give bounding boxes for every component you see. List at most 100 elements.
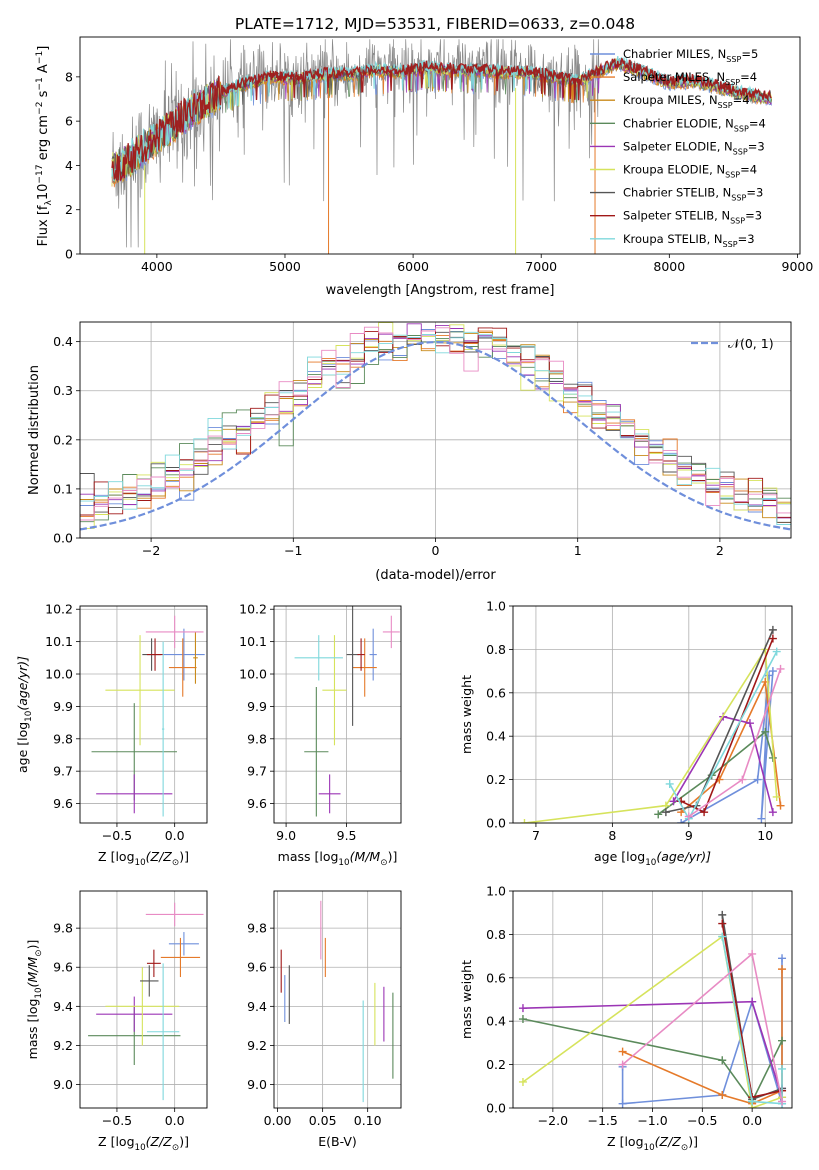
label-part: Kroupa STELIB, N xyxy=(623,232,723,246)
x-tick-label: −0.5 xyxy=(102,828,132,843)
weight-marker xyxy=(765,671,774,680)
y-tick-label: 0.4 xyxy=(486,1014,506,1029)
weight-marker xyxy=(776,801,785,810)
y-axis-label: age [log10(age/yr)] xyxy=(15,656,34,773)
label-part: =4 xyxy=(733,93,750,107)
label-part: Z [log xyxy=(607,1134,643,1149)
normal-distribution-curve xyxy=(80,341,791,531)
x-tick-label: 9 xyxy=(685,828,693,843)
weight-marker xyxy=(677,819,686,823)
x-tick-label: −0.5 xyxy=(102,1113,132,1128)
weight-marker xyxy=(669,797,678,806)
label-part: )] xyxy=(25,940,40,950)
x-axis-label: wavelength [Angstrom, rest frame] xyxy=(326,283,555,298)
x-tick-label: 0.05 xyxy=(309,1113,337,1128)
x-tick-label: −0.5 xyxy=(687,1113,717,1128)
plot-area xyxy=(294,606,400,817)
x-axis-label: age [log10(age/yr)] xyxy=(594,849,711,868)
y-tick-label: 0.1 xyxy=(53,481,73,496)
y-tick-label: 9.0 xyxy=(247,1077,267,1092)
weight-series-line xyxy=(672,715,774,813)
plot-area xyxy=(111,39,772,254)
x-tick-label: 4000 xyxy=(141,259,173,274)
weight-marker xyxy=(757,814,766,823)
label-part: SSP xyxy=(730,217,745,226)
label-part: ⊙ xyxy=(681,1143,688,1153)
weight-series-line xyxy=(657,730,774,815)
weight-series xyxy=(718,932,787,1108)
label-part: (age/yr)] xyxy=(15,656,30,711)
y-tick-label: 9.0 xyxy=(53,1077,73,1092)
x-tick-label: 6000 xyxy=(397,259,429,274)
legend-label: Kroupa STELIB, NSSP=3 xyxy=(623,232,755,249)
label-part: Z [log xyxy=(98,849,134,864)
legend-label: Chabrier STELIB, NSSP=3 xyxy=(623,186,763,203)
plot-area xyxy=(80,322,791,538)
y-tick-label: 10.2 xyxy=(45,602,73,617)
y-tick-label: 0 xyxy=(65,247,73,262)
data-point xyxy=(160,937,201,978)
data-point xyxy=(146,949,161,978)
label-part: Salpeter ELODIE, N xyxy=(623,139,733,153)
plot-area xyxy=(280,900,394,1103)
label-part: 10 xyxy=(135,1143,146,1153)
label-part: ⊙ xyxy=(380,858,387,868)
label-part: −1 xyxy=(35,77,45,90)
y-tick-label: 9.8 xyxy=(53,731,73,746)
label-part: Kroupa MILES, N xyxy=(623,93,718,107)
label-part: (M/M xyxy=(25,957,40,988)
y-tick-label: 10.1 xyxy=(45,634,73,649)
y-tick-label: 0.0 xyxy=(486,1101,506,1116)
label-part: )] xyxy=(388,849,398,864)
weight-marker xyxy=(618,1099,627,1108)
y-tick-label: 0.3 xyxy=(53,383,73,398)
legend-label: Salpeter ELODIE, NSSP=3 xyxy=(623,139,765,156)
x-tick-label: −2 xyxy=(142,543,160,558)
label-part: Kroupa ELODIE, N xyxy=(623,163,725,177)
label-part: Flux [f xyxy=(36,205,51,246)
model-spectrum-line xyxy=(111,57,772,181)
y-tick-label: 0.2 xyxy=(486,772,506,787)
residual-histogram xyxy=(80,326,791,538)
label-part: =3 xyxy=(738,232,755,246)
axes-frame xyxy=(79,321,792,539)
x-tick-label: 0.10 xyxy=(354,1113,382,1128)
label-part: Chabrier STELIB, N xyxy=(623,186,731,200)
weight-series-line xyxy=(522,1018,783,1104)
panel-residuals: −2 −1 0 1 2 0.0 0.1 0.2 0.3 0.4 (data-model)/error… xyxy=(27,321,792,583)
weight-marker xyxy=(776,664,785,673)
x-tick-label: −1 xyxy=(284,543,302,558)
label-part: SSP xyxy=(725,171,740,180)
weight-marker xyxy=(618,1047,627,1056)
weight-marker xyxy=(718,919,727,928)
label-part: (Z/Z xyxy=(146,1134,173,1149)
weight-marker xyxy=(778,1036,787,1045)
label-part: =4 xyxy=(740,70,757,84)
label-part: 10 xyxy=(34,987,44,998)
y-axis-label: mass weight xyxy=(459,960,474,1039)
weight-marker xyxy=(665,779,674,788)
plot-area xyxy=(518,910,787,1108)
x-tick-label: 7000 xyxy=(525,259,557,274)
x-tick-label: 5000 xyxy=(269,259,301,274)
axes-frame xyxy=(79,890,208,1109)
data-point xyxy=(146,638,164,671)
weight-marker xyxy=(518,1015,527,1024)
y-axis-label: mass weight xyxy=(459,675,474,754)
data-point xyxy=(304,686,329,817)
y-tick-label: 10.0 xyxy=(45,667,73,682)
weight-series xyxy=(618,949,787,1106)
panel-age-vs-z: −0.5 0.09.69.79.89.910.010.110.2Z [log10(… xyxy=(15,602,208,868)
legend-label: Chabrier ELODIE, NSSP=4 xyxy=(623,116,766,133)
data-point xyxy=(161,641,165,817)
label-part: age [log xyxy=(15,722,30,773)
y-tick-label: 1.0 xyxy=(486,599,506,614)
x-axis-label: (data-model)/error xyxy=(375,568,496,583)
weight-marker xyxy=(753,775,762,784)
x-axis-label: Z [log10(Z/Z⊙)] xyxy=(98,1134,189,1153)
data-point xyxy=(193,631,198,684)
label-part: mass [log xyxy=(25,999,40,1060)
data-point xyxy=(168,638,197,697)
weight-marker xyxy=(778,965,787,974)
x-axis-label: mass [log10(M/M⊙)] xyxy=(278,849,398,868)
